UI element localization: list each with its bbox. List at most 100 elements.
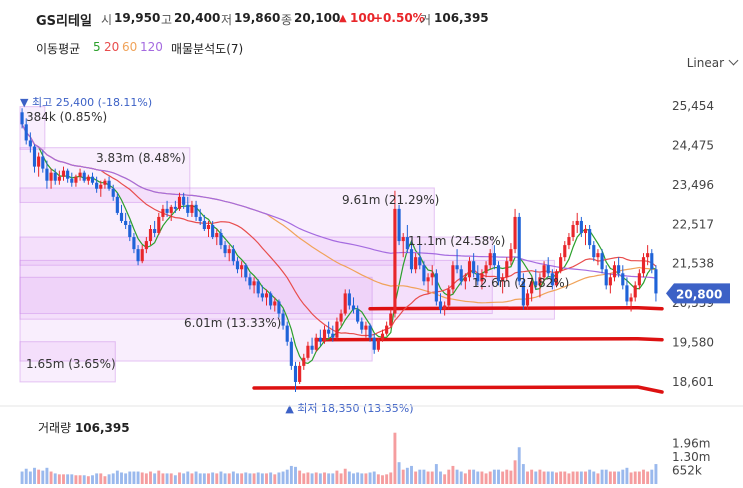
candle-body [306, 345, 310, 358]
volume-tick-label: 652k [672, 463, 702, 477]
volume-bar [447, 469, 451, 484]
volume-bar [360, 473, 364, 484]
close-value: 20,100 [294, 11, 341, 25]
candle-body [434, 273, 438, 302]
candle-body [285, 325, 289, 342]
candle-body [364, 325, 368, 330]
volume-bar [497, 469, 500, 484]
candle-body [360, 321, 364, 330]
volume-profile-label[interactable]: 매물분석도(7) [171, 42, 244, 56]
volume-bar [426, 471, 430, 484]
volume-profile-label: 1.65m (3.65%) [26, 357, 116, 371]
candle-body [608, 277, 612, 286]
candle-body [459, 269, 463, 282]
volume-bar [260, 473, 264, 484]
volume-bar [240, 473, 244, 484]
volume-bar [646, 471, 650, 484]
volume-bar [389, 472, 393, 484]
candle-body [467, 261, 472, 278]
volume-tick-label: 1.96m [672, 436, 710, 450]
volume-bar [306, 472, 310, 484]
candle-body [70, 178, 74, 183]
candle-body [227, 249, 231, 254]
volume-bar [302, 473, 306, 484]
candle-body [559, 257, 563, 272]
volume-bar [256, 472, 260, 484]
volume-bar [215, 473, 219, 484]
candle-body [169, 206, 173, 213]
volume-bar [430, 471, 434, 484]
volume-profile-label: 6.01m (13.33%) [184, 316, 281, 330]
candle-body [161, 208, 165, 217]
volume-bar [439, 471, 442, 484]
candle-body [621, 273, 625, 286]
low-marker-label: ▲ 최저 18,350 (13.35%) [285, 402, 413, 415]
candle-body [310, 345, 314, 350]
candle-body [78, 172, 82, 177]
candle-body [563, 245, 567, 258]
candle-body [501, 277, 505, 282]
volume-bar [347, 471, 351, 484]
candle-body [240, 265, 244, 270]
volume-bar [128, 471, 132, 484]
candle-body [86, 176, 90, 181]
volume-bar [70, 474, 74, 484]
volume-bar [244, 472, 248, 484]
scale-toggle[interactable]: Linear [687, 55, 739, 70]
volume-bar [492, 469, 496, 484]
volume-bar [74, 475, 78, 484]
y-tick-label: 18,601 [672, 375, 714, 389]
volume-bar [140, 472, 144, 484]
candle-body [194, 204, 198, 217]
candle-body [567, 237, 571, 246]
ma-period-5[interactable]: 5 [93, 40, 101, 54]
volume-bar [364, 473, 368, 484]
volume-header-label: 거 [420, 13, 432, 27]
candle-body [248, 277, 252, 286]
stock-name[interactable]: GS리테일 [36, 14, 92, 29]
volume-bar [165, 473, 169, 484]
volume-bar [186, 471, 190, 484]
volume-bar [153, 473, 157, 484]
volume-bar [107, 474, 111, 484]
support-line [252, 385, 664, 394]
volume-bar [132, 471, 136, 484]
moving-average-label[interactable]: 이동평균 [36, 42, 81, 56]
candle-body [198, 216, 202, 221]
candle-body [277, 301, 281, 314]
current-price-tag [666, 283, 730, 304]
volume-bar [629, 472, 633, 484]
candle-body [546, 265, 550, 274]
y-tick-label: 22,517 [672, 217, 714, 231]
candle-body [165, 208, 169, 213]
volume-bar [414, 471, 418, 484]
volume-bar [314, 472, 318, 484]
volume-bar [277, 472, 281, 484]
volume-bar [401, 469, 405, 484]
candle-body [414, 257, 418, 270]
volume-bar [405, 467, 409, 484]
candle-body [430, 273, 434, 278]
volume-bar [509, 470, 513, 484]
candle-body [521, 281, 525, 306]
volume-bar [37, 469, 41, 484]
ma-period-20[interactable]: 20 [104, 40, 120, 54]
volume-bar [505, 469, 509, 484]
candle-body [103, 180, 107, 185]
volume-bar [323, 472, 326, 484]
candle-body [177, 196, 182, 209]
candle-body [119, 212, 124, 221]
candle-body [260, 293, 264, 298]
volume-bar [273, 474, 277, 484]
ma-period-60[interactable]: 60 [122, 40, 138, 54]
ma-period-120[interactable]: 120 [140, 40, 163, 54]
candle-body [111, 188, 115, 197]
volume-bar [579, 471, 583, 484]
candle-body [281, 313, 285, 326]
volume-bar [575, 471, 579, 484]
candle-body [219, 233, 223, 246]
candle-body [99, 184, 103, 189]
candle-body [422, 265, 426, 282]
volume-bar [49, 471, 53, 484]
